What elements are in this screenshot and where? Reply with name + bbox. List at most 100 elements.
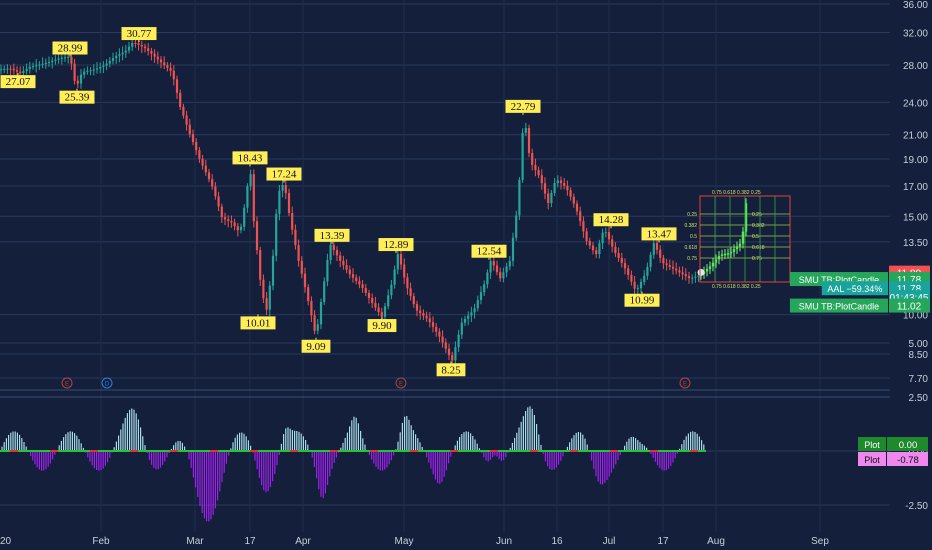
plotcandle-lower-badge: 11.02 SMU TB:PlotCandle (789, 298, 930, 313)
candle (540, 169, 543, 190)
price-tick-label: 32.00 (903, 29, 928, 40)
candle (134, 39, 137, 48)
candle-body (249, 174, 252, 187)
candle (371, 293, 374, 309)
price-label-text: 25.39 (65, 92, 90, 104)
candle (227, 215, 230, 228)
time-tick-label: 16 (551, 536, 563, 547)
candle-body (102, 65, 105, 68)
price-label-box (52, 41, 88, 55)
price-label-text: 9.09 (306, 341, 326, 353)
candle-body (95, 68, 99, 70)
event-marker[interactable]: E (395, 377, 407, 389)
candle-body (399, 253, 403, 265)
candle-body (547, 193, 550, 204)
candle (31, 62, 35, 70)
overlay-candle (705, 264, 709, 277)
candle-body (118, 54, 121, 56)
candle-body (396, 253, 399, 270)
fibonacci-box[interactable]: 0.25 0.25 0.382 0.382 0.5 0.5 0.618 0.618 0.75 0.… (684, 190, 791, 290)
candle-body (15, 70, 19, 72)
event-circle (61, 377, 73, 389)
candle (659, 245, 662, 263)
green-overlay-candles (697, 198, 748, 280)
candle-body (252, 174, 255, 222)
fib-right-label: 0.5 (752, 234, 759, 240)
price-tick-label: 19.00 (903, 155, 928, 166)
candle (207, 168, 211, 183)
candle (313, 310, 316, 335)
candle (265, 292, 268, 316)
candle (284, 179, 287, 200)
price-label-14.28: 14.28 (593, 213, 629, 229)
candle (246, 183, 249, 213)
candle (188, 118, 191, 138)
candle (223, 212, 227, 226)
candle (44, 58, 47, 69)
event-marker[interactable]: E (679, 377, 691, 389)
candle-body (83, 71, 86, 75)
candle (543, 177, 547, 200)
candle (563, 178, 566, 190)
candle (646, 262, 649, 280)
candle-body (19, 71, 22, 74)
price-label-box (301, 339, 331, 353)
candle-body (54, 59, 57, 61)
event-marker[interactable]: E (61, 377, 73, 389)
candle-body (649, 254, 652, 267)
candle-body (159, 59, 163, 63)
candle (412, 292, 415, 308)
candle (396, 248, 399, 275)
candle (255, 216, 259, 255)
price-tick-label: 24.00 (903, 98, 928, 109)
candle (345, 259, 348, 274)
candle-body (329, 244, 332, 260)
candle (319, 298, 323, 330)
candle (211, 174, 214, 190)
candle (511, 232, 515, 267)
candle (108, 56, 111, 68)
candle (291, 206, 294, 235)
candle (83, 68, 86, 79)
price-label-text: 8.25 (441, 364, 461, 376)
candle-body (463, 318, 467, 323)
candle-body (297, 245, 300, 261)
candle (524, 122, 527, 137)
candle-body (511, 237, 515, 261)
time-axis[interactable]: 20 Feb Mar 17 Apr May Jun 16 Jul 17 Aug Sep (0, 536, 829, 547)
time-tick-label: Jun (496, 536, 512, 547)
candle (294, 224, 297, 250)
price-label-text: 10.99 (630, 295, 655, 307)
candle (89, 67, 92, 76)
candle (387, 289, 390, 310)
candle (591, 242, 595, 255)
time-tick-label: May (395, 536, 414, 547)
candle (483, 280, 486, 296)
candle-body (393, 269, 396, 285)
candle (623, 258, 627, 275)
candle (281, 180, 284, 198)
candle-body (63, 57, 67, 59)
candle-body (335, 250, 339, 256)
candle-body (604, 232, 607, 234)
event-marker[interactable]: D (101, 377, 113, 389)
time-tick-label: Aug (707, 536, 725, 547)
candle (649, 251, 652, 272)
candle-body (681, 272, 684, 275)
candle (665, 258, 668, 271)
price-labels: 27.07 28.99 25.39 30.77 18.43 17.24 10.01 9.09 1… (0, 27, 677, 377)
candle-body (147, 48, 150, 51)
candle-body (220, 206, 223, 218)
overlay-start-dot (697, 268, 705, 276)
candle-body (467, 315, 470, 319)
price-label-text: 9.90 (372, 320, 392, 332)
badge-label-text: SMU TB:PlotCandle (799, 275, 879, 285)
candle (342, 255, 345, 270)
candle-body (6, 68, 9, 70)
candle-body (367, 292, 371, 298)
candle (92, 64, 95, 76)
time-tick-label: Sep (811, 536, 829, 547)
candle (636, 284, 639, 295)
